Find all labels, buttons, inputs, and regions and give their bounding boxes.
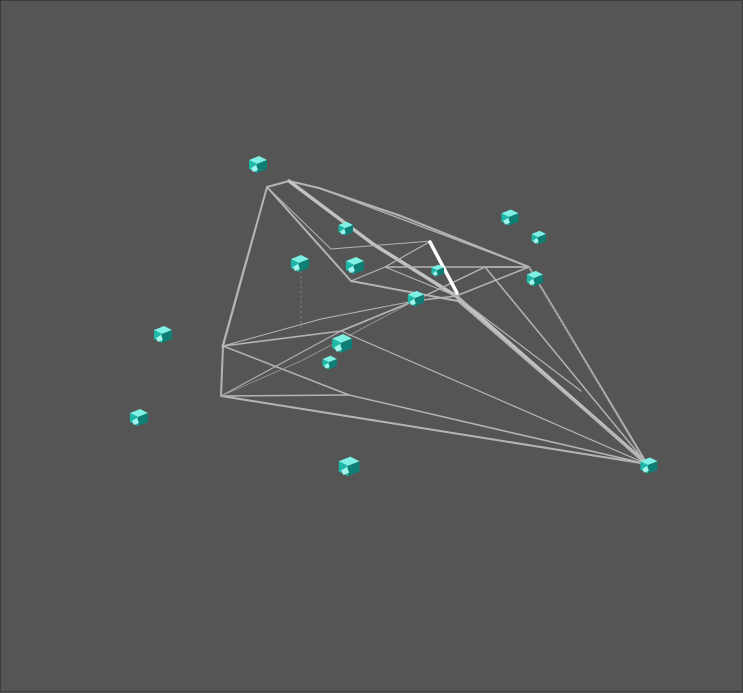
hull-edge xyxy=(341,331,647,464)
vertex-marker[interactable] xyxy=(346,257,364,274)
vertex-marker[interactable] xyxy=(339,222,353,236)
hull-edge xyxy=(222,187,267,347)
hull-edge xyxy=(485,267,647,464)
vertex-marker[interactable] xyxy=(339,457,360,477)
vertex-marker[interactable] xyxy=(532,231,546,245)
vertex-markers xyxy=(130,156,658,476)
vertex-marker[interactable] xyxy=(291,255,309,272)
hull-edge xyxy=(223,301,414,346)
hull-edge xyxy=(267,187,647,464)
wireframe-hull xyxy=(221,181,647,464)
vertex-marker[interactable] xyxy=(154,326,172,343)
vertex-marker[interactable] xyxy=(249,156,267,173)
hull-edge xyxy=(221,301,414,396)
vertex-marker[interactable] xyxy=(323,356,337,370)
vertex-marker[interactable] xyxy=(527,271,543,286)
vertex-marker[interactable] xyxy=(332,334,352,353)
hull-edge xyxy=(267,181,647,464)
hull-edge xyxy=(456,267,529,296)
hull-edge xyxy=(223,346,647,464)
vertex-marker[interactable] xyxy=(501,209,518,225)
hull-edge xyxy=(221,395,349,396)
vertex-marker[interactable] xyxy=(130,409,148,426)
